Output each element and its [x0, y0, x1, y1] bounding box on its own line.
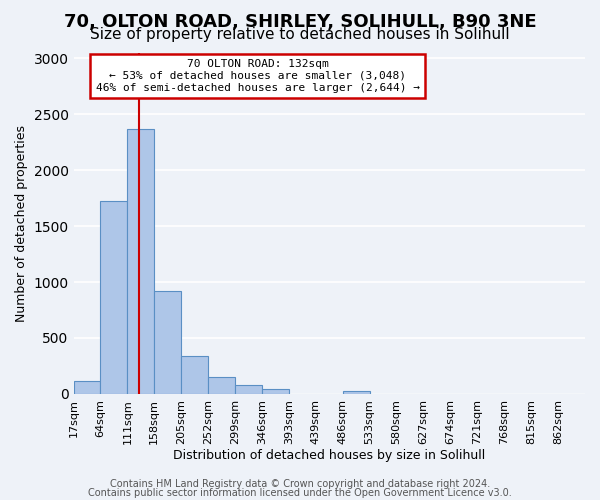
Bar [154, 291, 181, 394]
Y-axis label: Number of detached properties: Number of detached properties [15, 124, 28, 322]
Text: Contains HM Land Registry data © Crown copyright and database right 2024.: Contains HM Land Registry data © Crown c… [110, 479, 490, 489]
Text: 70, OLTON ROAD, SHIRLEY, SOLIHULL, B90 3NE: 70, OLTON ROAD, SHIRLEY, SOLIHULL, B90 3… [64, 12, 536, 30]
Text: Contains public sector information licensed under the Open Government Licence v3: Contains public sector information licen… [88, 488, 512, 498]
Bar [74, 380, 100, 394]
Bar [208, 377, 235, 394]
Bar [262, 390, 289, 394]
Bar [100, 202, 127, 394]
Bar [127, 128, 154, 394]
Bar [181, 356, 208, 394]
Text: 70 OLTON ROAD: 132sqm
← 53% of detached houses are smaller (3,048)
46% of semi-d: 70 OLTON ROAD: 132sqm ← 53% of detached … [95, 60, 419, 92]
Text: Size of property relative to detached houses in Solihull: Size of property relative to detached ho… [90, 28, 510, 42]
X-axis label: Distribution of detached houses by size in Solihull: Distribution of detached houses by size … [173, 450, 485, 462]
Bar [343, 391, 370, 394]
Bar [235, 385, 262, 394]
